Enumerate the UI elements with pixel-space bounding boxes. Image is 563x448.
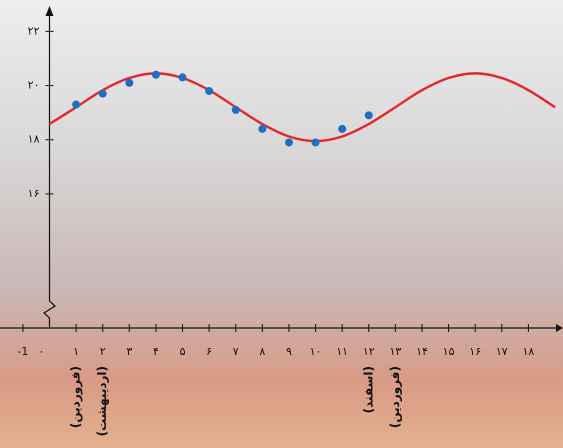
month-annotation: (فروردین) xyxy=(388,366,403,428)
y-arrow xyxy=(45,6,54,16)
y-tick-label: ۱۸ xyxy=(28,133,40,146)
point xyxy=(258,124,267,133)
month-annotation: (فروردین) xyxy=(69,366,84,428)
x-tick-label: ۸ xyxy=(259,345,265,358)
x-tick-label: ۹ xyxy=(286,345,292,358)
y-tick-label: ۲۲ xyxy=(28,24,40,37)
x-tick-label: ۱۷ xyxy=(496,345,508,358)
point xyxy=(205,86,214,95)
x-tick-label: ۱ xyxy=(73,345,79,358)
x-tick-label: ۱۵ xyxy=(443,345,455,358)
point xyxy=(178,73,187,82)
x-tick-label: ۱۱ xyxy=(336,345,348,358)
x-tick-label: ۱۶ xyxy=(469,345,481,358)
month-annotation: (اردیبهشت) xyxy=(95,366,109,436)
point xyxy=(284,138,293,147)
x-tick-label: ۴ xyxy=(153,345,159,358)
axis-break xyxy=(43,300,56,319)
x-tick-label: ۱۸ xyxy=(522,345,534,358)
x-tick-label: ۲ xyxy=(100,345,106,358)
x-tick-label: ۷ xyxy=(233,345,239,358)
x-tick-label: ۱۲ xyxy=(363,345,375,358)
x-tick-label: ۰ xyxy=(39,345,45,358)
point xyxy=(72,100,81,109)
axes xyxy=(0,6,563,332)
x-tick-label: ۱۳ xyxy=(389,345,401,358)
x-tick-label: ۶ xyxy=(206,345,212,358)
point xyxy=(125,78,134,87)
x-tick-label: ۳ xyxy=(126,345,132,358)
x-tick-label: ۱۰ xyxy=(310,345,322,358)
point xyxy=(151,70,160,79)
point xyxy=(98,89,107,98)
point xyxy=(231,105,240,114)
y-tick-label: ۱۶ xyxy=(28,187,40,200)
point xyxy=(311,138,320,147)
month-annotation: (اسفند) xyxy=(361,366,375,413)
curve xyxy=(48,72,556,143)
x-tick-label: -1 xyxy=(17,345,28,358)
point xyxy=(338,124,347,133)
y-tick-label: ۲۰ xyxy=(28,79,40,92)
x-tick-label: ۱۴ xyxy=(416,345,428,358)
point xyxy=(364,111,373,120)
x-tick-label: ۵ xyxy=(180,345,186,358)
x-arrow xyxy=(556,324,563,332)
